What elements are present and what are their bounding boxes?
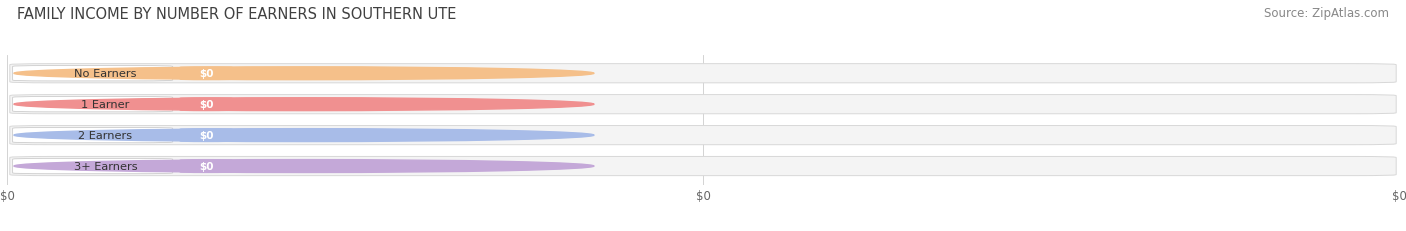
FancyBboxPatch shape — [13, 66, 173, 82]
FancyBboxPatch shape — [10, 95, 1396, 114]
FancyBboxPatch shape — [180, 67, 232, 81]
FancyBboxPatch shape — [180, 159, 232, 173]
FancyBboxPatch shape — [13, 159, 173, 174]
FancyBboxPatch shape — [180, 98, 232, 112]
Text: 2 Earners: 2 Earners — [79, 131, 132, 140]
Text: Source: ZipAtlas.com: Source: ZipAtlas.com — [1264, 7, 1389, 20]
FancyBboxPatch shape — [10, 126, 1396, 145]
Text: No Earners: No Earners — [75, 69, 136, 79]
Circle shape — [14, 160, 593, 173]
FancyBboxPatch shape — [10, 157, 1396, 176]
Text: 1 Earner: 1 Earner — [82, 100, 129, 110]
FancyBboxPatch shape — [13, 128, 173, 143]
Text: $0: $0 — [198, 69, 214, 79]
FancyBboxPatch shape — [10, 64, 1396, 83]
Text: $0: $0 — [198, 131, 214, 140]
Circle shape — [14, 129, 593, 142]
Text: FAMILY INCOME BY NUMBER OF EARNERS IN SOUTHERN UTE: FAMILY INCOME BY NUMBER OF EARNERS IN SO… — [17, 7, 456, 22]
FancyBboxPatch shape — [180, 128, 232, 143]
Circle shape — [14, 98, 593, 111]
Circle shape — [14, 67, 593, 80]
Text: $0: $0 — [198, 161, 214, 171]
Text: $0: $0 — [198, 100, 214, 110]
FancyBboxPatch shape — [13, 97, 173, 112]
Text: 3+ Earners: 3+ Earners — [73, 161, 138, 171]
